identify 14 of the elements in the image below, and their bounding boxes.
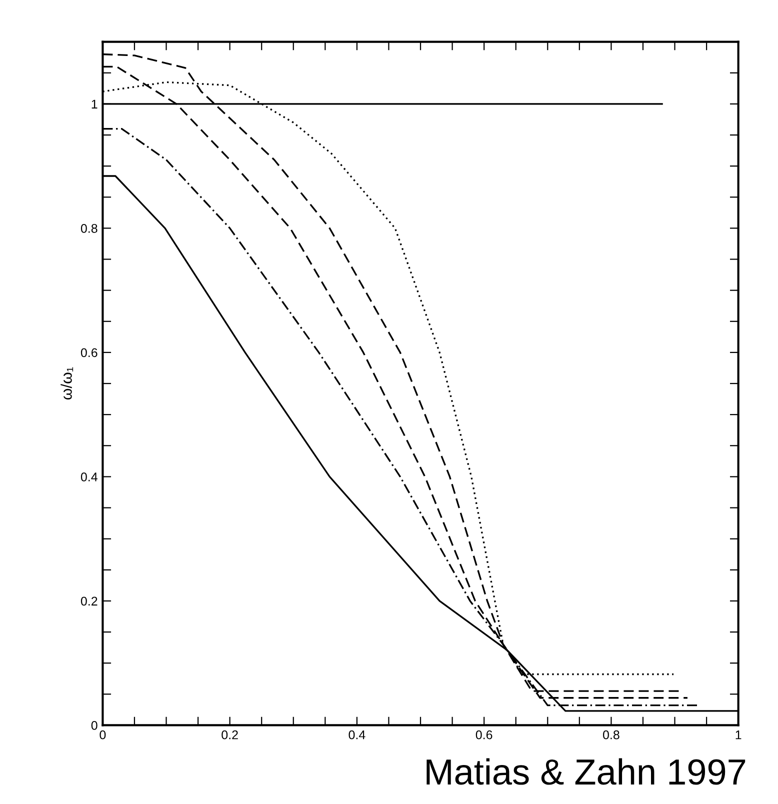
x-tick-label: 0 (100, 730, 106, 740)
y-tick-label: 1 (92, 100, 98, 108)
x-tick-label: 0.4 (348, 730, 366, 740)
y-tick-label: 0 (91, 721, 98, 730)
x-tick-label: 1 (736, 730, 742, 740)
y-tick-label: 0.2 (80, 596, 98, 606)
y-tick-label: 0.8 (80, 224, 98, 233)
x-tick-label: 0.2 (222, 730, 238, 740)
y-tick-label: 0.6 (80, 348, 98, 358)
text: Matias & Zahn 1997 (426, 758, 746, 785)
x-tick-label: 0.6 (476, 730, 492, 740)
y-axis-title: ω/ω₁ (60, 367, 74, 400)
x-tick-label: 0.8 (603, 730, 620, 740)
y-tick-label: 0.4 (80, 472, 98, 482)
